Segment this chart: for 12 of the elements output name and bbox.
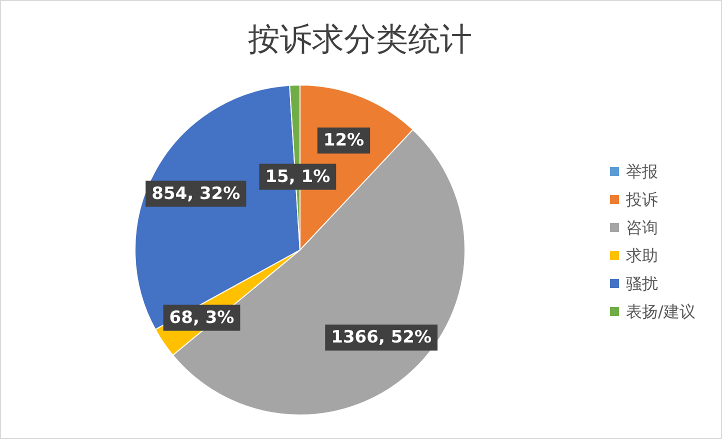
data-label: 1366, 52% [331,328,432,348]
legend-label: 举报 [626,162,658,181]
data-label: 854, 32% [152,184,240,204]
data-label: 68, 3% [169,308,234,328]
legend-label: 骚扰 [626,274,658,293]
chart-title: 按诉求分类统计 [248,20,472,58]
legend-label: 投诉 [625,190,658,209]
legend-label: 表扬/建议 [626,302,696,321]
data-label: 15, 1% [265,166,330,187]
legend-label: 咨询 [626,218,658,237]
legend-label: 求助 [626,246,658,265]
data-label: 12% [323,130,364,151]
